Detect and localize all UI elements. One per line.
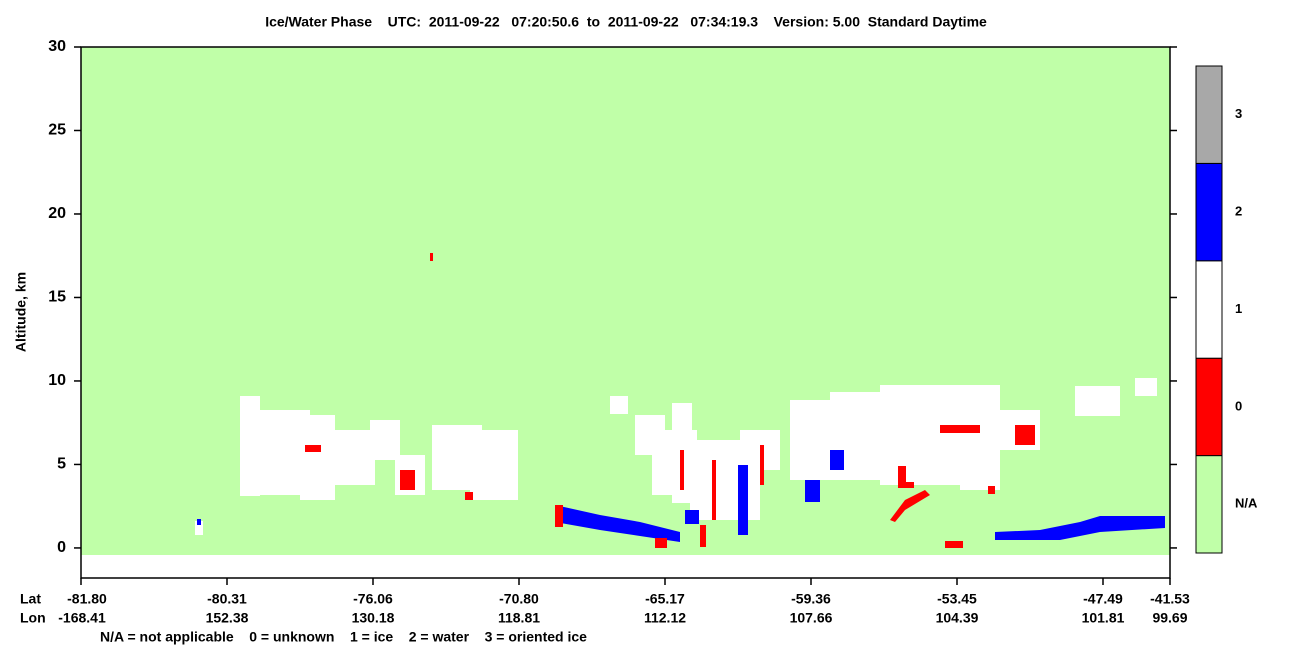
x-tick-label: 112.12 (644, 610, 686, 626)
chart-title: Ice/Water Phase UTC: 2011-09-22 07:20:50… (265, 14, 987, 30)
x-tick-label: -81.80 (67, 591, 107, 607)
x-tick-label: 104.39 (936, 610, 979, 626)
colorbar-label: 1 (1235, 301, 1242, 316)
x-tick-label: -65.17 (645, 591, 685, 607)
y-tick-label: 15 (48, 289, 66, 306)
colorbar-label: 3 (1235, 106, 1242, 121)
y-tick-label: 20 (48, 205, 66, 222)
x-tick-label: -76.06 (353, 591, 393, 607)
y-tick-label: 5 (57, 456, 66, 473)
x-tick-label: -59.36 (791, 591, 831, 607)
y-tick-label: 25 (48, 122, 66, 139)
colorbar-swatch (1195, 260, 1223, 359)
colorbar-swatch (1195, 65, 1223, 164)
x-row-label: Lon (20, 610, 46, 626)
x-tick-label: -41.53 (1150, 591, 1190, 607)
x-row-label: Lat (20, 591, 41, 607)
x-footnote: N/A = not applicable 0 = unknown 1 = ice… (100, 629, 587, 645)
colorbar-label: 2 (1235, 204, 1242, 219)
x-tick-label: 118.81 (498, 610, 540, 626)
x-tick-label: 99.69 (1152, 610, 1187, 626)
x-tick-label: 130.18 (352, 610, 395, 626)
colorbar: N/A 0 1 2 3 (1195, 65, 1258, 554)
plot-frame (80, 46, 1171, 579)
cloud-field (195, 253, 1165, 548)
colorbar-swatch (1195, 357, 1223, 457)
y-tick-label: 0 (57, 539, 66, 556)
colorbar-label: 0 (1235, 398, 1242, 413)
x-tick-label: 152.38 (206, 610, 249, 626)
y-tick-label: 10 (48, 372, 66, 389)
x-tick-label: -53.45 (937, 591, 977, 607)
x-tick-label: -168.41 (58, 610, 106, 626)
x-tick-label: -70.80 (499, 591, 539, 607)
x-tick-label: 101.81 (1082, 610, 1125, 626)
x-tick-label: 107.66 (790, 610, 833, 626)
y-axis-label: Altitude, km (13, 272, 29, 352)
x-tick-label: -47.49 (1083, 591, 1123, 607)
x-tick-label: -80.31 (207, 591, 247, 607)
colorbar-label: N/A (1235, 496, 1258, 511)
colorbar-swatch (1195, 455, 1223, 554)
colorbar-swatch (1195, 162, 1223, 262)
y-tick-label: 30 (48, 38, 66, 55)
